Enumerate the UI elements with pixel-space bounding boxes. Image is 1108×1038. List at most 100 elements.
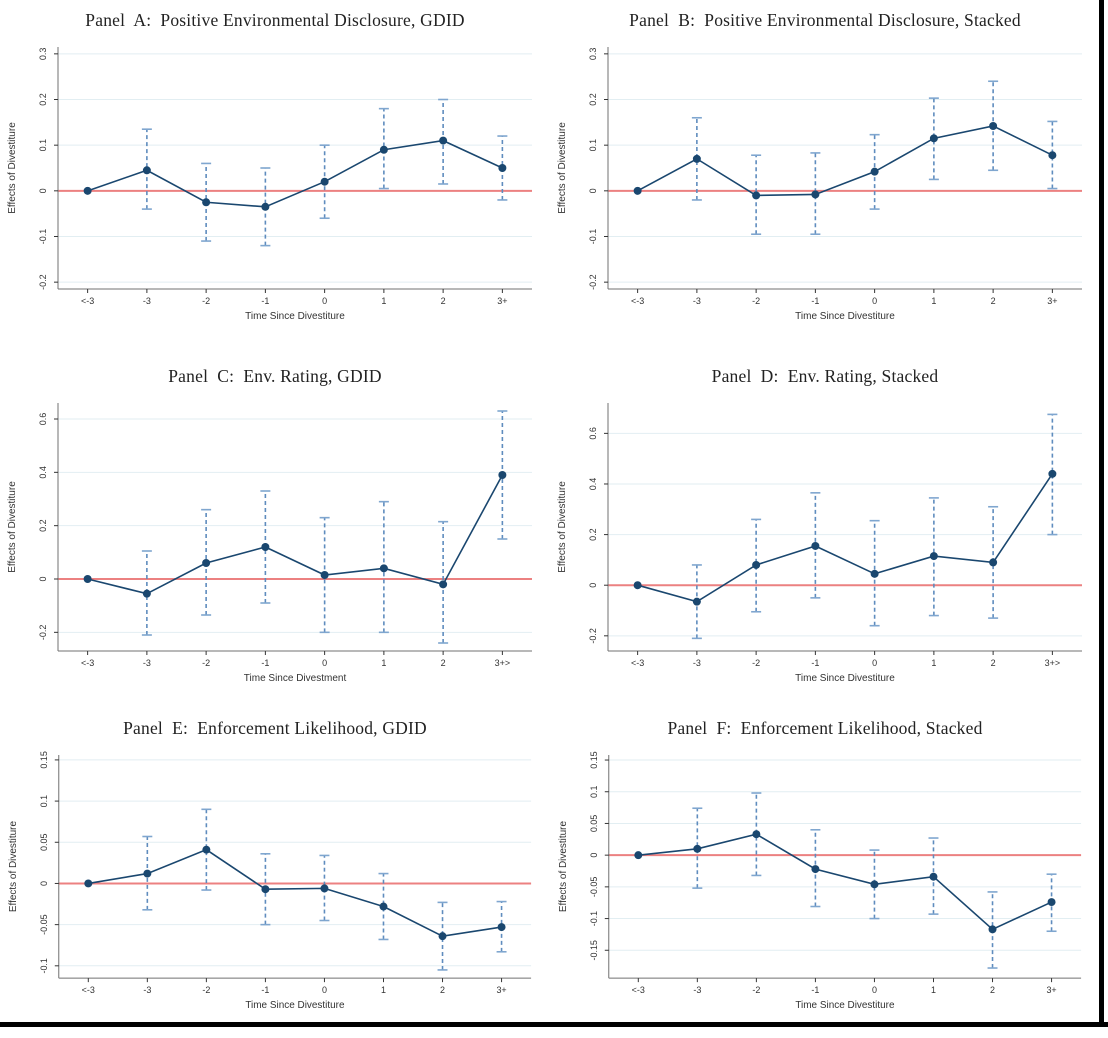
svg-text:Time Since Divestiture: Time Since Divestiture xyxy=(795,1000,895,1011)
svg-text:0.3: 0.3 xyxy=(38,48,48,61)
figure-border-bottom xyxy=(0,1022,1108,1027)
svg-text:Time Since Divestiture: Time Since Divestiture xyxy=(245,311,345,322)
svg-text:1: 1 xyxy=(381,658,386,668)
svg-text:0.1: 0.1 xyxy=(38,139,48,152)
svg-text:1: 1 xyxy=(931,658,936,668)
svg-text:1: 1 xyxy=(381,985,386,995)
svg-text:2: 2 xyxy=(440,985,445,995)
svg-text:-1: -1 xyxy=(811,985,819,995)
svg-text:0.15: 0.15 xyxy=(39,751,49,768)
svg-text:0.05: 0.05 xyxy=(39,834,49,851)
panel-e: Panel E: Enforcement Likelihood, GDID -0… xyxy=(0,700,550,1024)
svg-text:Effects of Divestiture: Effects of Divestiture xyxy=(7,122,18,214)
svg-text:0.2: 0.2 xyxy=(38,519,48,532)
svg-text:0.3: 0.3 xyxy=(588,48,598,61)
panel-d-title: Panel D: Env. Rating, Stacked xyxy=(711,366,939,386)
panel-b-title: Panel B: Positive Environmental Disclosu… xyxy=(629,10,1021,30)
svg-text:0: 0 xyxy=(38,188,48,193)
svg-text:0.15: 0.15 xyxy=(589,751,599,768)
svg-text:-1: -1 xyxy=(261,296,269,306)
panel-d-chart: -0.2 0 0.2 0.4 0.6 <-3 -3 -2 -1 0 1 2 3+> Time Since … xyxy=(557,403,1082,684)
svg-text:-0.2: -0.2 xyxy=(38,274,48,290)
svg-text:<-3: <-3 xyxy=(632,985,645,995)
svg-text:-0.2: -0.2 xyxy=(588,274,598,290)
svg-text:-2: -2 xyxy=(752,658,760,668)
event-study-figure-grid: Panel A: Positive Environmental Disclosu… xyxy=(0,0,1100,1024)
figure-border-right xyxy=(1099,0,1104,1027)
svg-text:-3: -3 xyxy=(143,985,151,995)
svg-text:Effects of Divestiture: Effects of Divestiture xyxy=(8,821,19,913)
svg-text:-0.1: -0.1 xyxy=(588,229,598,245)
svg-text:0.2: 0.2 xyxy=(588,93,598,106)
svg-text:<-3: <-3 xyxy=(631,296,644,306)
panel-a-chart: -0.2 -0.1 0 0.1 0.2 0.3 <-3 -3 -2 -1 0 1 2 3+ Time Sin… xyxy=(7,47,532,322)
svg-text:-3: -3 xyxy=(693,296,701,306)
svg-text:-1: -1 xyxy=(261,658,269,668)
svg-text:0.2: 0.2 xyxy=(38,93,48,106)
svg-text:-0.05: -0.05 xyxy=(589,877,599,897)
svg-text:0.05: 0.05 xyxy=(589,815,599,832)
panel-b: Panel B: Positive Environmental Disclosu… xyxy=(550,0,1100,340)
svg-text:0: 0 xyxy=(39,881,49,886)
svg-text:0.1: 0.1 xyxy=(588,139,598,152)
panel-f-title: Panel F: Enforcement Likelihood, Stacked xyxy=(667,718,983,738)
svg-text:-3: -3 xyxy=(693,985,701,995)
panel-b-chart: -0.2 -0.1 0 0.1 0.2 0.3 <-3 -3 -2 -1 0 1 2 3+ Time Sin… xyxy=(557,47,1082,322)
svg-text:3+: 3+ xyxy=(1046,985,1056,995)
svg-text:Time Since Divestment: Time Since Divestment xyxy=(244,673,347,684)
svg-text:Time Since Divestiture: Time Since Divestiture xyxy=(245,1000,345,1011)
svg-text:1: 1 xyxy=(931,985,936,995)
svg-text:-2: -2 xyxy=(752,296,760,306)
svg-text:-1: -1 xyxy=(261,985,269,995)
svg-text:0.6: 0.6 xyxy=(38,413,48,426)
svg-text:0: 0 xyxy=(38,576,48,581)
svg-text:-3: -3 xyxy=(143,296,151,306)
svg-text:-0.1: -0.1 xyxy=(589,911,599,926)
svg-text:-1: -1 xyxy=(811,296,819,306)
svg-text:0: 0 xyxy=(322,658,327,668)
svg-text:Effects of Divestiture: Effects of Divestiture xyxy=(557,122,568,214)
panel-a-title: Panel A: Positive Environmental Disclosu… xyxy=(85,10,465,30)
svg-text:2: 2 xyxy=(990,985,995,995)
panel-f: Panel F: Enforcement Likelihood, Stacked… xyxy=(550,700,1100,1024)
svg-text:-2: -2 xyxy=(752,985,760,995)
svg-text:Effects of Divestiture: Effects of Divestiture xyxy=(558,821,569,913)
svg-text:Effects of Divestiture: Effects of Divestiture xyxy=(557,481,568,573)
panel-c-title: Panel C: Env. Rating, GDID xyxy=(168,366,382,386)
svg-text:Time Since Divestiture: Time Since Divestiture xyxy=(795,311,895,322)
svg-text:0.2: 0.2 xyxy=(588,528,598,541)
svg-text:-2: -2 xyxy=(202,658,210,668)
svg-text:-0.2: -0.2 xyxy=(38,625,48,641)
svg-text:-2: -2 xyxy=(202,296,210,306)
svg-text:0: 0 xyxy=(588,188,598,193)
panel-c-chart: -0.2 0 0.2 0.4 0.6 <-3 -3 -2 -1 0 1 2 3+> Time Since … xyxy=(7,403,532,684)
svg-text:2: 2 xyxy=(991,296,996,306)
svg-text:<-3: <-3 xyxy=(81,296,94,306)
svg-text:0: 0 xyxy=(872,985,877,995)
svg-text:Time Since Divestiture: Time Since Divestiture xyxy=(795,673,895,684)
svg-text:0: 0 xyxy=(872,296,877,306)
svg-text:3+>: 3+> xyxy=(1045,658,1061,668)
svg-text:1: 1 xyxy=(381,296,386,306)
svg-text:2: 2 xyxy=(441,296,446,306)
svg-text:3+: 3+ xyxy=(496,985,506,995)
svg-text:0.4: 0.4 xyxy=(38,466,48,479)
svg-text:-0.1: -0.1 xyxy=(39,958,49,973)
svg-text:0.4: 0.4 xyxy=(588,478,598,491)
svg-text:-2: -2 xyxy=(202,985,210,995)
svg-text:0.6: 0.6 xyxy=(588,427,598,440)
svg-text:3+>: 3+> xyxy=(495,658,511,668)
svg-text:<-3: <-3 xyxy=(631,658,644,668)
panel-e-title: Panel E: Enforcement Likelihood, GDID xyxy=(123,718,427,738)
svg-text:0: 0 xyxy=(872,658,877,668)
svg-text:0: 0 xyxy=(589,853,599,858)
panel-c: Panel C: Env. Rating, GDID -0.2 0 0.2 0.4 0.… xyxy=(0,340,550,700)
svg-text:0: 0 xyxy=(588,583,598,588)
svg-text:-1: -1 xyxy=(811,658,819,668)
panel-e-chart: -0.1 -0.05 0 0.05 0.1 0.15 <-3 -3 -2 -1 0 1 2 3+ Time … xyxy=(8,751,532,1011)
svg-text:2: 2 xyxy=(441,658,446,668)
svg-text:-0.15: -0.15 xyxy=(589,940,599,960)
svg-text:2: 2 xyxy=(991,658,996,668)
svg-text:<-3: <-3 xyxy=(82,985,95,995)
svg-text:1: 1 xyxy=(931,296,936,306)
